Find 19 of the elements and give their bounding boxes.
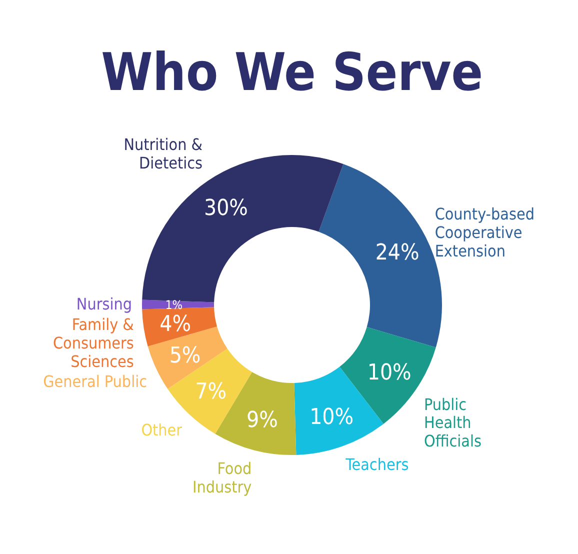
data-label: 24% <box>375 240 420 266</box>
chart-title: Who We Serve <box>101 43 483 103</box>
data-label: 30% <box>204 196 248 221</box>
data-label: 10% <box>310 404 354 430</box>
slice-label: Nursing <box>76 294 132 314</box>
data-label: 5% <box>169 344 201 369</box>
data-label: 10% <box>367 360 412 386</box>
data-label: 1% <box>165 298 183 312</box>
slice-label: Food Industry <box>192 459 252 497</box>
slice-label: Family & Consumers Sciences <box>52 315 134 371</box>
slice-label: Nutrition & Dietetics <box>124 134 203 172</box>
data-label: 4% <box>160 312 192 337</box>
data-label: 7% <box>195 379 227 404</box>
slice-label: Other <box>141 420 182 440</box>
slice-label: Teachers <box>344 455 409 474</box>
slice-label: General Public <box>43 372 148 392</box>
data-label: 9% <box>246 408 278 433</box>
slice-label: Public Health Officials <box>424 394 482 451</box>
slice-label: County-based Cooperative Extension <box>434 204 534 260</box>
